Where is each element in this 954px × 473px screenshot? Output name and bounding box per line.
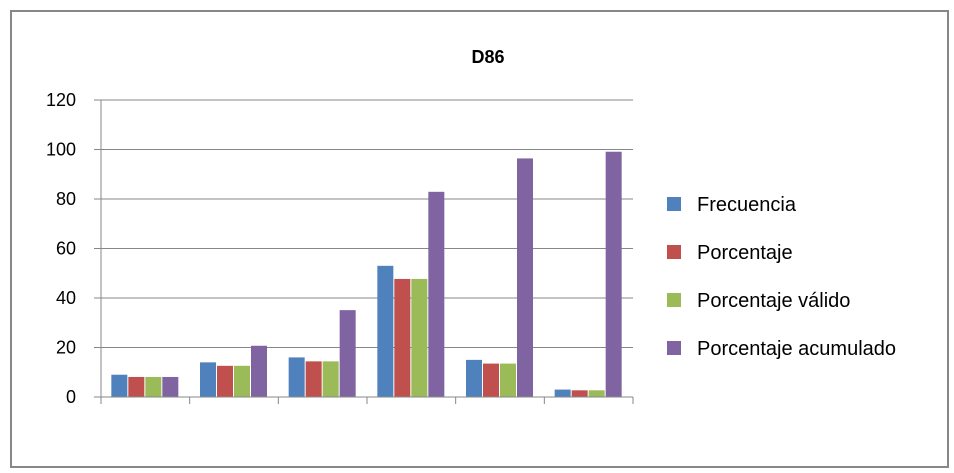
legend-label: Porcentaje válido: [697, 290, 850, 312]
bar-porcentaje-v-lido-3: [322, 361, 339, 397]
legend-label: Frecuencia: [697, 194, 797, 216]
legend-swatch: [667, 245, 681, 259]
bar-porcentaje-v-lido-2: [234, 365, 250, 397]
y-tick-label: 40: [56, 288, 76, 308]
bar-porcentaje-3: [305, 361, 322, 397]
bar-porcentaje-acumulado-1: [162, 376, 179, 397]
legend-swatch: [667, 197, 681, 211]
y-tick-label: 120: [46, 90, 76, 110]
bar-porcentaje-acumulado-2: [251, 345, 267, 397]
bar-frecuencia-4: [377, 265, 394, 397]
y-axis-ticks: 0 20 40 60 80 100 120: [46, 90, 101, 407]
bars: [111, 151, 622, 397]
y-tick-label: 0: [66, 387, 76, 407]
bar-porcentaje-6: [571, 390, 588, 397]
bar-frecuencia-2: [200, 362, 216, 397]
bar-porcentaje-v-lido-6: [588, 390, 605, 397]
legend-swatch: [667, 293, 681, 307]
bar-porcentaje-acumulado-6: [605, 151, 622, 397]
bar-porcentaje-v-lido-5: [500, 363, 516, 397]
bar-frecuencia-5: [466, 359, 482, 397]
bar-porcentaje-1: [128, 376, 145, 397]
y-tick-label: 80: [56, 189, 76, 209]
bar-frecuencia-3: [288, 357, 305, 397]
bar-porcentaje-v-lido-1: [145, 376, 162, 397]
bar-frecuencia-1: [111, 374, 128, 397]
bar-porcentaje-acumulado-3: [339, 310, 356, 397]
bar-porcentaje-acumulado-4: [428, 191, 445, 397]
bar-frecuencia-6: [554, 389, 571, 397]
legend: Frecuencia Porcentaje Porcentaje válido Por…: [667, 194, 896, 360]
bar-porcentaje-v-lido-4: [411, 278, 428, 397]
legend-label: Porcentaje: [697, 242, 793, 264]
y-tick-label: 20: [56, 338, 76, 358]
y-tick-label: 100: [46, 140, 76, 160]
bar-porcentaje-2: [217, 365, 233, 397]
legend-swatch: [667, 341, 681, 355]
bar-porcentaje-4: [394, 278, 411, 397]
legend-label: Porcentaje acumulado: [697, 338, 896, 360]
bar-porcentaje-5: [483, 363, 499, 397]
grid: [101, 99, 633, 348]
bar-porcentaje-acumulado-5: [517, 158, 533, 397]
y-tick-label: 60: [56, 239, 76, 259]
axes: [100, 100, 634, 404]
chart-title: D86: [471, 47, 504, 67]
